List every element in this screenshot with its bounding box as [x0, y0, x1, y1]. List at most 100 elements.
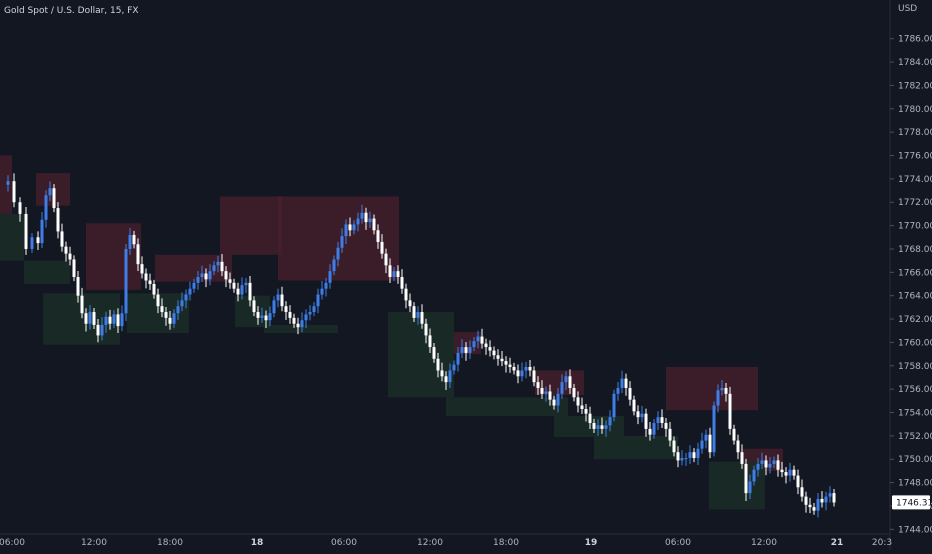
- candle-body: [628, 387, 632, 400]
- candle-body: [636, 411, 640, 418]
- time-tick-label: 18: [251, 538, 264, 548]
- candle-body: [676, 452, 680, 461]
- candle-body: [652, 423, 656, 435]
- candle-body: [464, 347, 468, 353]
- candle-body: [148, 280, 152, 285]
- candle-body: [408, 300, 412, 307]
- candle-body: [804, 496, 808, 505]
- supply-zone-8: [220, 196, 282, 255]
- candle-body: [508, 364, 512, 367]
- candle-body: [328, 271, 332, 283]
- candle-body: [504, 361, 508, 365]
- candle-body: [12, 181, 16, 203]
- price-tick-label: 1770.00: [898, 222, 932, 232]
- candle-body: [320, 288, 324, 295]
- candle-body: [124, 248, 128, 314]
- candle-body: [624, 378, 628, 388]
- candle-body: [688, 452, 692, 459]
- candle-body: [612, 393, 616, 418]
- candle-body: [48, 188, 52, 196]
- candle-body: [744, 463, 748, 494]
- candle-body: [440, 370, 444, 377]
- demand-zone-12: [388, 312, 454, 398]
- candle-body: [204, 273, 208, 280]
- demand-zone-15: [446, 397, 568, 417]
- candle-body: [672, 440, 676, 453]
- candle-body: [756, 463, 760, 470]
- candle-body: [444, 376, 448, 383]
- demand-zone-17: [594, 435, 678, 460]
- last-price-group: 1746.31: [892, 495, 932, 510]
- price-tick-label: 1784.00: [898, 58, 932, 68]
- candle-body: [100, 324, 104, 336]
- candle-body: [372, 218, 376, 231]
- candle-body: [772, 460, 776, 464]
- candle-body: [276, 294, 280, 301]
- candle-body: [484, 343, 488, 348]
- candle-body: [248, 282, 252, 301]
- price-tick-label: 1752.00: [898, 432, 932, 442]
- candle-body: [56, 208, 60, 232]
- candle-body: [220, 261, 224, 272]
- candle-body: [812, 507, 816, 511]
- candle-body: [308, 312, 312, 315]
- candle-body: [208, 271, 212, 280]
- time-tick-label: 12:00: [81, 538, 107, 548]
- supply-zone-4: [86, 223, 141, 290]
- candle-body: [212, 265, 216, 272]
- candle-body: [664, 423, 668, 429]
- candle-body: [668, 428, 672, 441]
- candle-body: [564, 376, 568, 383]
- price-tick-label: 1758.00: [898, 362, 932, 372]
- candle-body: [344, 224, 348, 237]
- candle-body: [364, 212, 368, 223]
- candle-body: [144, 273, 148, 281]
- candle-body: [316, 294, 320, 307]
- candle-body: [660, 417, 664, 424]
- candle-body: [112, 314, 116, 324]
- candle-body: [608, 417, 612, 426]
- candle-body: [228, 279, 232, 283]
- candle-body: [60, 231, 64, 247]
- candle-body: [224, 271, 228, 280]
- candle-body: [532, 370, 536, 383]
- candle-body: [728, 393, 732, 429]
- candle-body: [816, 498, 820, 511]
- candle-body: [176, 306, 180, 314]
- time-tick-label: 19: [585, 538, 598, 548]
- candle-body: [24, 213, 28, 249]
- time-tick-label: 12:00: [417, 538, 443, 548]
- candle-body: [592, 423, 596, 429]
- candle-body: [240, 285, 244, 295]
- candle-body: [136, 244, 140, 265]
- candle-body: [284, 306, 288, 313]
- candle-body: [680, 458, 684, 461]
- candle-body: [324, 282, 328, 289]
- candle-body: [292, 317, 296, 324]
- candle-body: [828, 493, 832, 497]
- price-tick-label: 1772.00: [898, 198, 932, 208]
- candle-body: [392, 271, 396, 277]
- candle-body: [712, 405, 716, 453]
- candle-body: [824, 496, 828, 503]
- candle-body: [536, 382, 540, 388]
- candle-body: [512, 366, 516, 371]
- candle-body: [776, 460, 780, 470]
- candle-body: [384, 253, 388, 266]
- price-tick-label: 1748.00: [898, 479, 932, 489]
- candle-body: [432, 347, 436, 359]
- candle-body: [556, 393, 560, 406]
- time-axis[interactable]: 06:00 12:00 18:00 18 06:00 12:00 18:00 19 06:00 1…: [0, 538, 892, 548]
- candle-body: [244, 282, 248, 286]
- candle-body: [548, 391, 552, 400]
- price-tick-label: 1776.00: [898, 152, 932, 162]
- demand-zone-3: [24, 260, 70, 285]
- candle-body: [264, 315, 268, 321]
- candle-body: [340, 236, 344, 248]
- candle-body: [156, 294, 160, 307]
- candle-body: [500, 358, 504, 362]
- candle-body: [736, 440, 740, 453]
- supply-zone-18: [666, 366, 758, 411]
